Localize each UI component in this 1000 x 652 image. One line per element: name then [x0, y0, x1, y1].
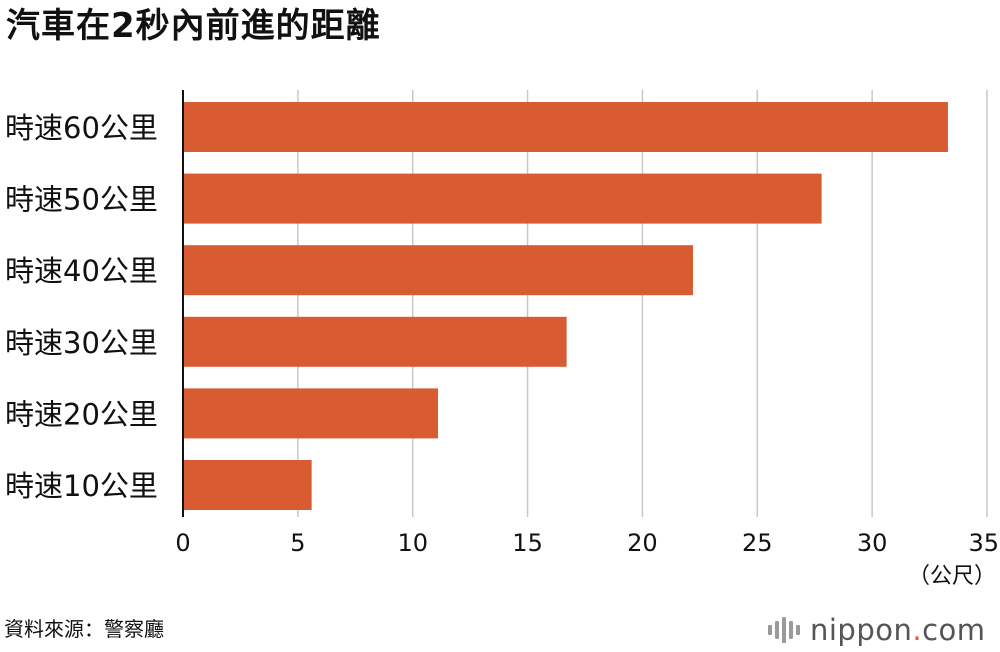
tick-labels: 0 5 10 15 20 25 30 35 — [175, 529, 999, 557]
bar — [183, 102, 948, 152]
logo-name: nippon — [810, 613, 913, 647]
category-label: 時速30公里 — [5, 326, 158, 360]
x-tick-label: 30 — [857, 529, 888, 557]
bar — [183, 388, 438, 439]
bars — [183, 102, 948, 510]
x-unit-label: （公尺） — [908, 564, 996, 589]
x-tick-label: 0 — [175, 529, 190, 557]
category-label: 時速50公里 — [5, 183, 158, 217]
x-tick-label: 20 — [627, 529, 658, 557]
chart-title: 汽車在2秒內前進的距離 — [6, 6, 381, 46]
bar — [183, 245, 693, 296]
x-tick-label: 35 — [968, 529, 999, 557]
nippon-logo-mark-icon — [768, 617, 800, 643]
x-tick-label: 15 — [512, 529, 543, 557]
nippon-logo-text: nippon.com — [810, 613, 986, 647]
bar — [183, 316, 567, 367]
x-tick-label: 5 — [290, 529, 305, 557]
category-label: 時速20公里 — [5, 397, 158, 431]
x-tick-label: 25 — [742, 529, 773, 557]
category-label: 時速40公里 — [5, 254, 158, 288]
category-label: 時速10公里 — [5, 469, 158, 503]
x-tick-label: 10 — [397, 529, 428, 557]
category-label: 時速60公里 — [5, 111, 158, 145]
source-note: 資料來源：警察廳 — [4, 617, 164, 641]
logo-tld: com — [922, 613, 986, 647]
bar — [183, 173, 822, 224]
logo-dot: . — [912, 613, 923, 647]
nippon-logo: nippon.com — [768, 610, 986, 650]
gridlines — [297, 90, 988, 517]
bar — [183, 460, 312, 510]
